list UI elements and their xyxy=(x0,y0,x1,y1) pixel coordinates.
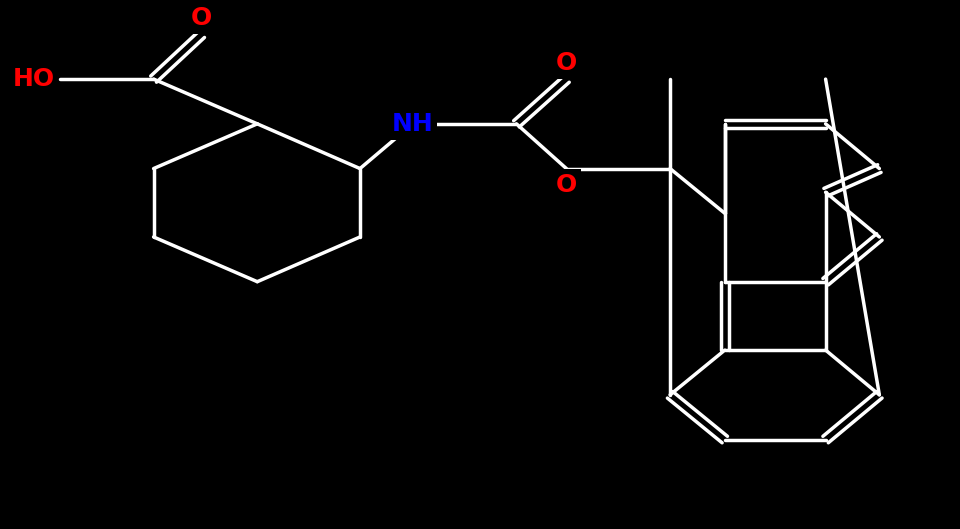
Text: O: O xyxy=(556,173,577,197)
Text: NH: NH xyxy=(392,112,434,136)
Text: O: O xyxy=(556,51,577,75)
Text: O: O xyxy=(191,6,212,30)
Text: HO: HO xyxy=(12,67,55,91)
